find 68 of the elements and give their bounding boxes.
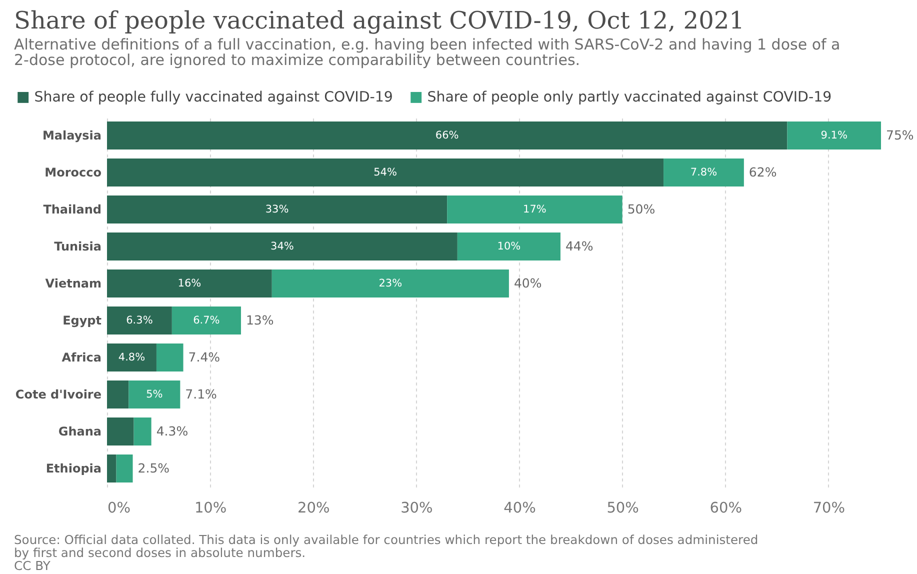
y-tick-label: Ghana: [58, 424, 102, 438]
x-tick-label: 60%: [710, 500, 742, 516]
y-tick-label: Thailand: [43, 202, 102, 216]
source-note: Source: Official data collated. This data is only available for countries which report the breakdown of doses administered by first and second doses in absolute numbers.: [14, 533, 758, 560]
bar: [107, 454, 116, 483]
total-label: 75%: [886, 128, 914, 142]
y-tick-label: Morocco: [44, 166, 102, 180]
data-label: 10%: [497, 240, 521, 252]
y-tick-label: Egypt: [62, 314, 102, 328]
bar: [272, 269, 509, 298]
data-label: 33%: [265, 204, 289, 216]
bar: [156, 343, 184, 372]
x-tick-label: 50%: [606, 500, 639, 516]
data-label: 17%: [523, 204, 546, 216]
data-label: 16%: [178, 278, 202, 290]
legend-label: Share of people only partly vaccinated against COVID-19: [427, 89, 832, 106]
bar: [107, 343, 156, 372]
bar: [128, 380, 180, 409]
y-tick-label: Africa: [62, 350, 102, 364]
bar: [172, 306, 241, 335]
total-label: 13%: [246, 312, 274, 328]
data-label: 7.8%: [690, 166, 718, 178]
x-tick-label: 30%: [400, 500, 433, 516]
total-label: 7.4%: [188, 350, 220, 364]
bar: [107, 380, 129, 409]
y-tick-label: Ethiopia: [46, 462, 102, 476]
total-label: 44%: [565, 238, 594, 254]
data-label: 6.3%: [126, 314, 153, 326]
data-label: 54%: [374, 166, 397, 178]
data-label: 66%: [435, 130, 459, 142]
y-tick-label: Malaysia: [42, 128, 102, 142]
bar: [787, 121, 881, 150]
x-tick-label: 0%: [108, 500, 131, 516]
bar: [457, 232, 560, 261]
x-tick-label: 40%: [504, 500, 536, 516]
bar: [107, 232, 458, 261]
data-label: 6.7%: [193, 314, 220, 326]
data-label: 23%: [378, 278, 402, 290]
chart-subtitle: Alternative definitions of a full vaccination, e.g. having been infected with SARS-CoV-2 and having 1 dose of a 2-dose protocol, are ignored to maximize comparability between countries.: [14, 36, 840, 69]
y-tick-label: Tunisia: [54, 240, 102, 254]
bar: [107, 195, 448, 224]
total-label: 4.3%: [156, 424, 188, 438]
x-tick-label: 10%: [194, 500, 227, 516]
x-tick-label: 20%: [298, 500, 330, 516]
legend-label: Share of people fully vaccinated against COVID-19: [34, 89, 393, 106]
bar: [107, 121, 788, 150]
bar: [107, 158, 664, 187]
total-label: 50%: [627, 202, 656, 216]
y-tick-label: Vietnam: [45, 276, 102, 290]
bar: [107, 269, 272, 298]
chart-title: Share of people vaccinated against COVID-19, Oct 12, 2021: [14, 6, 744, 34]
total-label: 2.5%: [138, 460, 170, 476]
x-tick-label: 70%: [812, 500, 846, 516]
data-label: 5%: [146, 388, 163, 400]
data-label: 34%: [270, 240, 294, 252]
bar: [107, 417, 134, 446]
data-label: 9.1%: [820, 130, 848, 142]
data-label: 4.8%: [118, 352, 146, 364]
total-label: 7.1%: [185, 386, 218, 402]
total-label: 62%: [748, 164, 777, 180]
bar: [134, 417, 152, 446]
text: CC BY: [14, 559, 51, 573]
y-tick-label: Cote d'Ivoire: [15, 388, 102, 402]
total-label: 40%: [514, 276, 542, 290]
bar: [116, 454, 133, 483]
bar: [664, 158, 744, 187]
bar: [107, 306, 172, 335]
bar: [447, 195, 622, 224]
